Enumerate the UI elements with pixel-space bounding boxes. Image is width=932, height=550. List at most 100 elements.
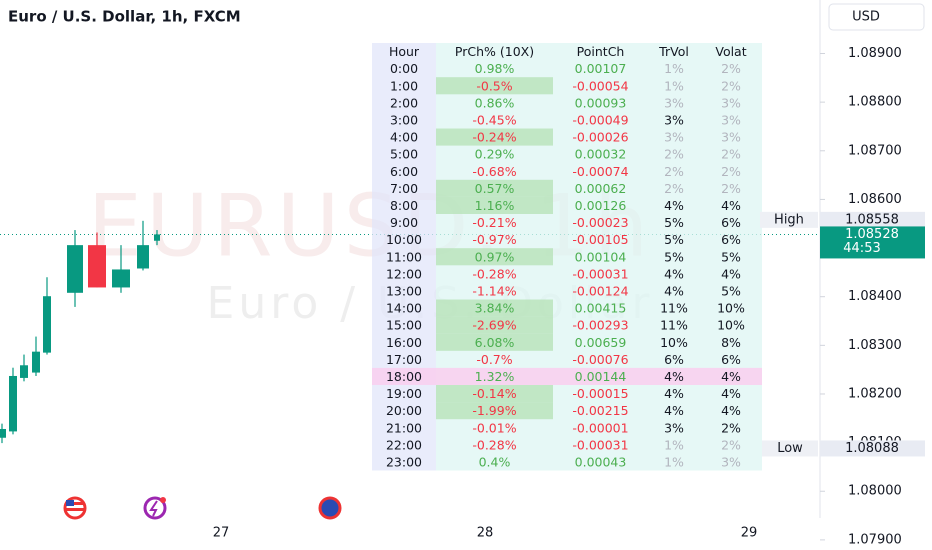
table-cell: -0.00076 [572,352,628,367]
flag-canton [66,500,74,506]
x-tick-label: 28 [477,526,494,541]
table-cell: -0.00074 [572,164,628,179]
table-cell: -0.01% [472,420,516,435]
candle-body [88,245,106,288]
table-cell: 0.00043 [575,454,627,469]
table-cell: -0.97% [472,232,516,247]
table-cell: -0.7% [476,352,512,367]
cell-highlight [436,333,553,351]
table-cell: -0.00124 [572,283,628,298]
table-cell: 3% [664,130,684,145]
candle-body [137,245,149,269]
high-label-bg [760,211,818,228]
table-cell: 14:00 [386,301,422,316]
eu-flag-icon[interactable] [318,496,342,520]
table-cell: 7:00 [390,181,418,196]
table-cell: -0.21% [472,215,516,230]
table-cell: 3% [721,130,741,145]
table-cell: 2% [721,420,741,435]
table-cell: 19:00 [386,386,422,401]
table-cell: 5% [721,249,741,264]
table-cell: 1% [664,61,684,76]
icons [63,496,342,520]
table-header: PrCh% (10X) [455,44,534,59]
table-header: Hour [389,44,420,59]
data-table: Hour PrCh% (10X) PointCh TrVol Volat 0:00 0.98… [372,43,762,471]
cell-highlight [436,402,553,420]
table-cell: 3% [664,95,684,110]
candle-body [112,269,130,288]
table-cell: 0.00107 [575,61,627,76]
table-cell: 1.32% [475,369,515,384]
table-cell: 5:00 [390,147,418,162]
flag-stripe [66,508,84,511]
table-cell: 22:00 [386,437,422,452]
low-label-bg [762,440,818,457]
table-cell: -0.00031 [572,266,628,281]
dot [160,497,166,503]
table-cell: 4:00 [390,130,418,145]
table-cell: 10% [717,318,745,333]
table-cell: 9:00 [390,215,418,230]
table-cell: -0.24% [472,130,516,145]
currency-button[interactable] [828,3,925,31]
table-cell: 3% [721,454,741,469]
table-cell: 0:00 [390,61,418,76]
y-tick-label: 1.08900 [848,46,902,61]
table-cell: 0.00062 [575,181,627,196]
table-cell: 4% [721,266,741,281]
table-cell: -0.00015 [572,386,628,401]
cell-highlight [436,248,553,266]
table-cell: 5% [664,249,684,264]
table-cell: 21:00 [386,420,422,435]
y-tick-label: 1.08700 [848,143,902,158]
high-label: High [774,212,804,227]
table-cell: -0.68% [472,164,516,179]
table-cell: 6:00 [390,164,418,179]
table-cell: -0.14% [472,386,516,401]
table-cell: 11% [660,301,688,316]
table-cell: 0.57% [475,181,515,196]
cell-highlight [436,77,553,95]
table-cell: 4% [721,198,741,213]
table-cell: 1.16% [475,198,515,213]
y-tick-label: 1.08000 [848,484,902,499]
table-cell: 0.29% [475,147,515,162]
event-icon[interactable] [143,496,167,520]
table-cell: 8:00 [390,198,418,213]
table-cell: -0.00215 [572,403,628,418]
last-price: 1.08528 [845,227,899,242]
table-cell: 0.00415 [575,301,627,316]
y-tick-label: 1.07900 [848,532,902,547]
row-highlight [372,367,762,385]
x-tick-label: 29 [741,526,758,541]
table-cell: 6.08% [475,335,515,350]
currency-label[interactable]: USD [852,10,880,25]
table-cell: 23:00 [386,454,422,469]
table-cell: 2% [721,164,741,179]
table-cell: 5% [664,215,684,230]
table-cell: -0.00054 [572,78,628,93]
x-tick-label: 27 [213,526,230,541]
candle-body [32,351,40,373]
low-value-bg [820,440,925,457]
table-header: Volat [715,44,746,59]
table-cell: 17:00 [386,352,422,367]
table-cell: 0.00126 [575,198,627,213]
table-cell: 0.00104 [575,249,627,264]
table-cell: 11:00 [386,249,422,264]
cell-highlight [436,316,553,334]
table-cell: 4% [664,369,684,384]
table-cell: 2% [664,181,684,196]
table-cell: 10% [660,335,688,350]
table-cell: 1% [664,454,684,469]
table-cell: -2.69% [472,318,516,333]
chart-title: Euro / U.S. Dollar, 1h, FXCM [8,8,241,26]
table-cell: 4% [721,403,741,418]
table-cell: 5% [721,283,741,298]
table-cell: 3% [664,112,684,127]
table-cell: -0.00001 [572,420,628,435]
table-cell: 18:00 [386,369,422,384]
hour-column-bg [372,43,436,471]
